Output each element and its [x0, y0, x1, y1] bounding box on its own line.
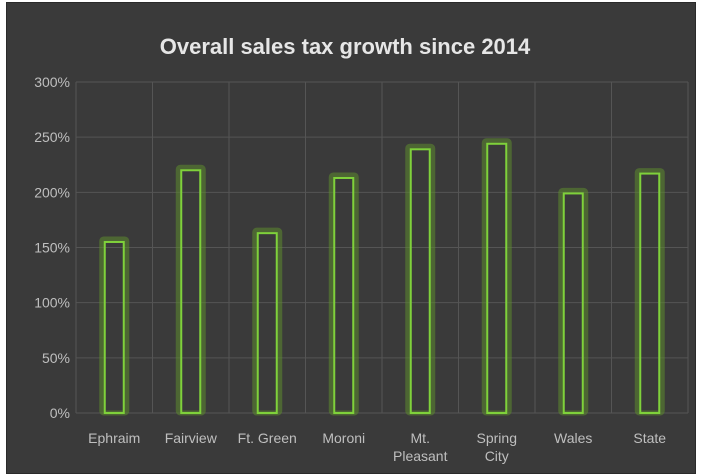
gridlines — [75, 81, 689, 414]
y-tick-label: 200% — [34, 184, 70, 200]
x-tick-label: Ft. Green — [238, 430, 297, 446]
y-tick-label: 150% — [34, 240, 70, 256]
bar-chart: Overall sales tax growth since 2014 0% 50… — [34, 34, 689, 464]
x-axis-labels: Ephraim Fairview Ft. Green Moroni Mt. Pleasan… — [88, 430, 666, 464]
y-tick-label: 250% — [34, 129, 70, 145]
x-tick-label: Mt. Pleasant — [393, 430, 448, 464]
bar — [333, 176, 355, 414]
bar — [103, 240, 125, 414]
x-tick-label: State — [633, 430, 666, 446]
bar — [486, 142, 508, 415]
bars — [99, 138, 665, 416]
x-tick-label: Spring City — [477, 430, 517, 464]
y-tick-label: 100% — [34, 295, 70, 311]
x-tick-label: Ephraim — [88, 430, 140, 446]
y-axis-ticks: 0% 50% 100% 150% 200% 250% 300% — [34, 74, 70, 421]
y-tick-label: 0% — [50, 405, 70, 421]
chart-title: Overall sales tax growth since 2014 — [160, 34, 531, 59]
y-tick-label: 50% — [42, 350, 70, 366]
bar — [256, 232, 278, 414]
y-tick-label: 300% — [34, 74, 70, 90]
x-tick-label: Wales — [554, 430, 592, 446]
chart-area: Overall sales tax growth since 2014 0% 50… — [6, 2, 696, 474]
bar — [409, 148, 431, 414]
x-tick-label: Moroni — [322, 430, 365, 446]
x-tick-label: Fairview — [165, 430, 218, 446]
bar — [180, 169, 202, 414]
bar — [562, 192, 584, 414]
bar — [639, 172, 661, 414]
